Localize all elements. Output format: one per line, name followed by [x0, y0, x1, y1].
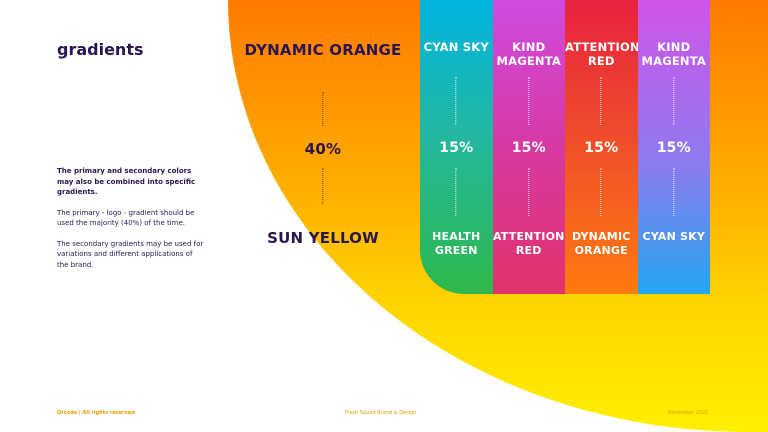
primary-gradient-top-label: DYNAMIC ORANGE	[244, 41, 402, 59]
gradient-top-label: ATTENTION RED	[565, 40, 640, 68]
secondary-gradient-column: ATTENTION RED 15% DYNAMIC ORANGE	[565, 0, 640, 294]
description: The primary and secondary colors may als…	[57, 166, 205, 280]
page-number: 12	[733, 18, 740, 24]
gradient-percent: 15%	[511, 140, 546, 156]
description-paragraph: The secondary gradients may be used for …	[57, 239, 204, 269]
description-paragraph: The primary and secondary colors may als…	[57, 167, 196, 196]
dotted-connector	[673, 77, 674, 125]
dotted-connector	[322, 168, 324, 204]
footer-brand: Fresh Squad Brand & Design	[345, 410, 417, 416]
gradient-top-label: CYAN SKY	[423, 40, 489, 54]
dotted-connector	[528, 77, 529, 125]
secondary-gradients: CYAN SKY 15% HEALTH GREEN KIND MAGENTA 1…	[420, 0, 710, 294]
gradient-bottom-label: DYNAMIC ORANGE	[571, 230, 631, 257]
primary-gradient-bottom-label: SUN YELLOW	[267, 229, 379, 247]
gradient-top-label: KIND MAGENTA	[641, 40, 706, 68]
gradient-bottom-label: HEALTH GREEN	[432, 230, 481, 257]
footer-copyright: Qrcode | All rights reserved	[57, 410, 135, 416]
dotted-connector	[455, 168, 457, 216]
gradient-bottom-label: ATTENTION RED	[492, 230, 565, 257]
description-paragraph: The primary - logo - gradient should be …	[57, 208, 195, 228]
dotted-connector	[600, 168, 602, 216]
dotted-connector	[528, 168, 529, 216]
primary-gradient-column: DYNAMIC ORANGE 40% SUN YELLOW	[228, 0, 418, 300]
footer-date: November 2021	[668, 410, 709, 416]
primary-gradient-percent: 40%	[304, 140, 342, 158]
dotted-connector	[673, 168, 674, 216]
gradient-bottom-label: CYAN SKY	[642, 230, 706, 243]
dotted-connector	[455, 77, 457, 125]
secondary-gradient-column: KIND MAGENTA 15% ATTENTION RED	[492, 0, 565, 294]
secondary-gradient-column: KIND MAGENTA 15% CYAN SKY	[637, 0, 710, 294]
dotted-connector	[322, 92, 324, 126]
gradient-percent: 15%	[439, 140, 474, 156]
gradient-percent: 15%	[656, 140, 691, 156]
dotted-connector	[600, 77, 602, 125]
page-title: gradients	[57, 40, 144, 59]
gradient-top-label: KIND MAGENTA	[496, 40, 561, 68]
secondary-gradient-column: CYAN SKY 15% HEALTH GREEN	[420, 0, 493, 294]
gradient-percent: 15%	[584, 140, 619, 156]
